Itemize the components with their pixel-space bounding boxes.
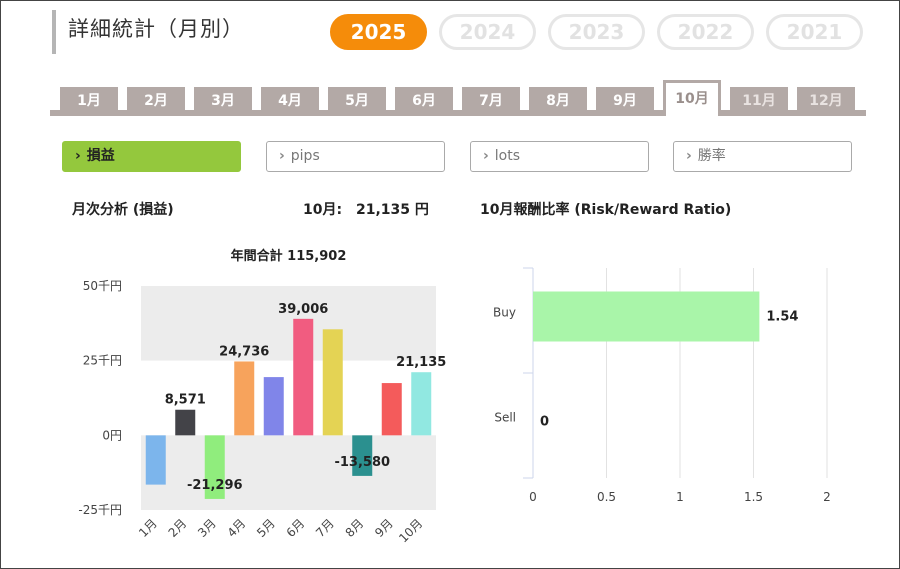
- filter-pips-button[interactable]: › pips: [266, 141, 445, 172]
- x-tick-label: 0.5: [597, 490, 616, 504]
- y-tick-label: 25千円: [83, 354, 122, 368]
- tab-month-12[interactable]: 12月: [797, 87, 855, 115]
- year-button-2023[interactable]: 2023: [548, 14, 645, 50]
- analysis-label: 月次分析 (損益): [72, 202, 174, 218]
- y-category-label: Sell: [494, 411, 516, 425]
- rr-value-label: 1.54: [766, 310, 798, 325]
- tab-month-9[interactable]: 9月: [596, 87, 654, 115]
- chart-title: 年間合計 115,902: [231, 248, 347, 264]
- bar-1: [145, 435, 166, 485]
- y-tick-label: -25千円: [78, 503, 122, 517]
- bar-value-label: 8,571: [165, 393, 206, 408]
- page-header: 詳細統計（月別）: [52, 10, 244, 54]
- y-tick-label: 50千円: [83, 279, 122, 293]
- bar-9: [381, 383, 402, 436]
- filter-lots-button[interactable]: › lots: [470, 141, 649, 172]
- plot-band-upper: [141, 286, 436, 361]
- bar-3: [204, 435, 225, 499]
- bar-value-label: 39,006: [278, 302, 328, 317]
- filter-label: 損益: [86, 148, 115, 164]
- filter-winrate-button[interactable]: › 勝率: [673, 141, 852, 172]
- tab-month-10[interactable]: 10月: [663, 80, 721, 116]
- bar-5: [263, 377, 284, 436]
- x-tick-label: 1.5: [744, 490, 763, 504]
- bar-2: [175, 409, 196, 436]
- bar-value-label: -21,296: [187, 478, 243, 493]
- filter-label: 勝率: [697, 148, 726, 164]
- rr-bar-buy: [533, 291, 760, 342]
- month-total-label: 10月:: [303, 202, 343, 218]
- bar-8: [352, 435, 373, 476]
- year-button-2022[interactable]: 2022: [657, 14, 754, 50]
- year-button-2021[interactable]: 2021: [766, 14, 863, 50]
- tab-month-7[interactable]: 7月: [462, 87, 520, 115]
- x-tick-label: 0: [529, 490, 537, 504]
- tab-month-1[interactable]: 1月: [60, 87, 118, 115]
- bar-value-label: 24,736: [219, 344, 269, 359]
- year-button-2024[interactable]: 2024: [439, 14, 536, 50]
- chevron-right-icon: ›: [686, 148, 692, 164]
- page-title: 詳細統計（月別）: [68, 17, 244, 41]
- month-tabs: 1月 2月 3月 4月 5月 6月 7月 8月 9月 10月 11月 12月: [50, 80, 866, 116]
- tab-month-5[interactable]: 5月: [328, 87, 386, 115]
- y-tick-label: 0円: [102, 428, 122, 442]
- x-tick-label: 1: [676, 490, 684, 504]
- rr-title: 10月報酬比率 (Risk/Reward Ratio): [480, 202, 732, 218]
- tabs-underline: [50, 110, 866, 116]
- tab-month-6[interactable]: 6月: [395, 87, 453, 115]
- filter-profit-button[interactable]: › 損益: [62, 141, 241, 172]
- bar-7: [322, 329, 343, 436]
- chevron-right-icon: ›: [483, 148, 489, 164]
- x-tick-label: 2: [823, 490, 831, 504]
- filter-label: lots: [494, 148, 521, 164]
- chevron-right-icon: ›: [75, 148, 81, 164]
- year-button-2025[interactable]: 2025: [330, 14, 427, 50]
- month-total-value: 21,135 円: [356, 202, 429, 218]
- year-selector: 2025 2024 2023 2022 2021: [330, 14, 863, 50]
- bar-value-label: -13,580: [334, 455, 390, 470]
- chevron-right-icon: ›: [279, 148, 285, 164]
- y-category-label: Buy: [493, 306, 516, 320]
- bar-value-label: 21,135: [396, 355, 446, 370]
- bar-10: [411, 372, 432, 436]
- plot-band-lower: [141, 435, 436, 510]
- rr-value-label: 0: [540, 415, 549, 430]
- tab-month-4[interactable]: 4月: [261, 87, 319, 115]
- tab-month-3[interactable]: 3月: [194, 87, 252, 115]
- tab-month-2[interactable]: 2月: [127, 87, 185, 115]
- bar-4: [234, 361, 255, 436]
- tab-month-8[interactable]: 8月: [529, 87, 587, 115]
- filter-label: pips: [290, 148, 320, 164]
- tab-month-11[interactable]: 11月: [730, 87, 788, 115]
- bar-6: [293, 318, 314, 436]
- monthly-profit-chart: 年間合計 115,90250千円25千円0円-25千円1月8,5712月-21,…: [78, 248, 446, 545]
